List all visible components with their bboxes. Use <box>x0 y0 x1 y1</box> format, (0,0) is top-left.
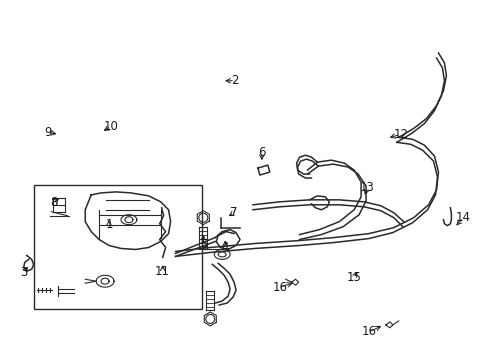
Text: 3: 3 <box>20 266 27 279</box>
Text: 7: 7 <box>230 206 238 219</box>
Text: 15: 15 <box>347 271 362 284</box>
Text: 16: 16 <box>362 325 376 338</box>
Text: 14: 14 <box>456 211 471 224</box>
Text: 13: 13 <box>360 181 374 194</box>
Text: 2: 2 <box>231 74 239 87</box>
Text: 10: 10 <box>103 120 119 133</box>
Text: 9: 9 <box>44 126 51 139</box>
Text: 5: 5 <box>199 238 207 251</box>
Text: 1: 1 <box>105 218 113 231</box>
Text: 4: 4 <box>221 241 229 254</box>
Text: 8: 8 <box>50 196 57 209</box>
Text: 12: 12 <box>393 128 408 141</box>
Text: 11: 11 <box>155 265 170 278</box>
Text: 16: 16 <box>272 281 287 294</box>
Bar <box>34 185 202 309</box>
Text: 6: 6 <box>258 146 266 159</box>
